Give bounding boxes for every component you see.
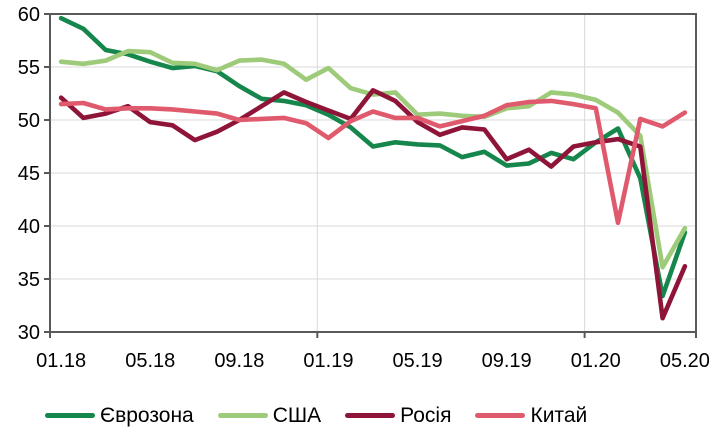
y-axis-label: 50 (18, 110, 40, 132)
x-axis-label: 01.18 (36, 350, 86, 372)
legend-item-china: Китай (475, 405, 587, 426)
x-axis-label: 05.18 (125, 350, 175, 372)
legend-label-china: Китай (530, 403, 588, 427)
x-axis-label: 01.19 (303, 350, 353, 372)
legend-swatch-usa (217, 412, 268, 418)
legend-item-russia: Росія (345, 405, 451, 426)
series-line-russia (58, 88, 688, 321)
legend-swatch-russia (345, 412, 396, 418)
y-axis-label: 60 (18, 4, 40, 26)
series-line-usa (58, 48, 688, 270)
x-axis-label: 05.19 (393, 350, 443, 372)
x-axis-label: 09.19 (482, 350, 532, 372)
legend-label-usa: США (272, 403, 322, 427)
series-line-eurozone (58, 15, 688, 299)
x-axis-label: 09.18 (214, 350, 264, 372)
legend-swatch-eurozone (45, 412, 95, 418)
series-line-china (58, 98, 688, 226)
chart-legend: Єврозона США Росія Китай (45, 400, 587, 430)
legend-label-eurozone: Єврозона (100, 403, 194, 427)
y-axis-label: 45 (18, 163, 40, 185)
x-axis-label: 05.20 (660, 350, 710, 372)
y-axis-label: 35 (18, 269, 40, 291)
y-axis-label: 55 (18, 57, 40, 79)
legend-label-russia: Росія (400, 403, 452, 427)
y-axis-label: 30 (18, 322, 40, 344)
legend-item-eurozone: Єврозона (45, 405, 194, 426)
legend-item-usa: США (217, 403, 322, 427)
y-axis-label: 40 (18, 216, 40, 238)
x-axis-label: 01.20 (571, 350, 621, 372)
pmi-line-chart: 30 35 40 45 50 55 60 01.18 05.18 09.18 01.19 05.19 0… (18, 4, 710, 372)
legend-swatch-china (475, 412, 526, 418)
